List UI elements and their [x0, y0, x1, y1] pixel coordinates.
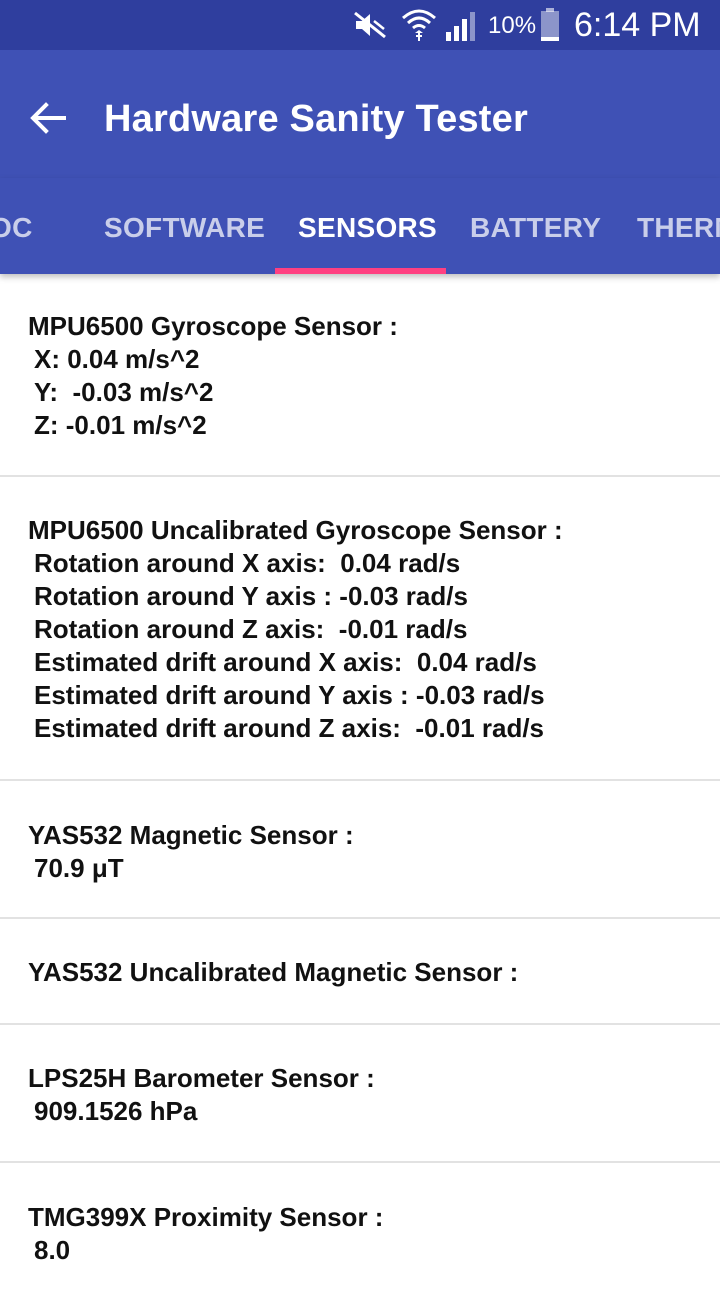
page-title: Hardware Sanity Tester	[104, 98, 528, 140]
sensor-name: LPS25H Barometer Sensor :	[28, 1063, 375, 1093]
tab-sensors[interactable]: SENSORS	[298, 212, 438, 243]
sensor-name: TMG399X Proximity Sensor :	[28, 1202, 384, 1232]
sensor-name: MPU6500 Uncalibrated Gyroscope Sensor :	[28, 515, 563, 545]
tab-oc[interactable]: OC	[0, 212, 33, 243]
list-item: YAS532 Uncalibrated Magnetic Sensor :	[0, 919, 720, 1025]
list-item: LPS25H Barometer Sensor : 909.1526 hPa	[0, 1025, 720, 1163]
sensor-value: Estimated drift around Y axis : -0.03 ra…	[34, 680, 545, 710]
sensor-value: 909.1526 hPa	[34, 1096, 198, 1126]
sensor-value: Estimated drift around Z axis: -0.01 rad…	[34, 713, 545, 743]
clock: 6:14 PM	[574, 6, 701, 44]
status-bar: 10% 6:14 PM	[0, 0, 720, 50]
sensor-name: MPU6500 Gyroscope Sensor :	[28, 311, 398, 341]
list-item: MPU6500 Gyroscope Sensor : X: 0.04 m/s^2…	[0, 274, 720, 477]
list-item: YAS532 Magnetic Sensor : 70.9 μT	[0, 781, 720, 919]
back-arrow-icon[interactable]	[24, 94, 72, 142]
sensor-value: Y: -0.03 m/s^2	[34, 377, 214, 407]
tab-software[interactable]: SOFTWARE	[104, 212, 266, 243]
list-item: MPU6500 Uncalibrated Gyroscope Sensor : …	[0, 477, 720, 781]
app-bar: Hardware Sanity Tester	[0, 50, 720, 178]
wifi-icon	[402, 9, 436, 41]
sensor-value: Z: -0.01 m/s^2	[34, 410, 207, 440]
sensor-value: Rotation around X axis: 0.04 rad/s	[34, 548, 461, 578]
sensor-value: Estimated drift around X axis: 0.04 rad/…	[34, 647, 537, 677]
mute-icon	[354, 11, 386, 39]
sensor-name: YAS532 Magnetic Sensor :	[28, 820, 354, 850]
tab-battery[interactable]: BATTERY	[470, 212, 602, 243]
sensor-value: Rotation around Z axis: -0.01 rad/s	[34, 614, 468, 644]
sensor-value: 70.9 μT	[34, 853, 124, 883]
sensor-name: YAS532 Uncalibrated Magnetic Sensor :	[28, 957, 519, 987]
sensor-list[interactable]: MPU6500 Gyroscope Sensor : X: 0.04 m/s^2…	[0, 274, 720, 1303]
signal-icon	[446, 12, 475, 41]
sensor-value: X: 0.04 m/s^2	[34, 344, 200, 374]
list-item: TMG399X Proximity Sensor : 8.0	[0, 1163, 720, 1303]
battery-icon	[541, 8, 559, 41]
sensor-value: Rotation around Y axis : -0.03 rad/s	[34, 581, 468, 611]
tab-indicator	[275, 268, 446, 274]
battery-percent: 10%	[488, 12, 537, 39]
sensor-value: 8.0	[34, 1235, 71, 1265]
